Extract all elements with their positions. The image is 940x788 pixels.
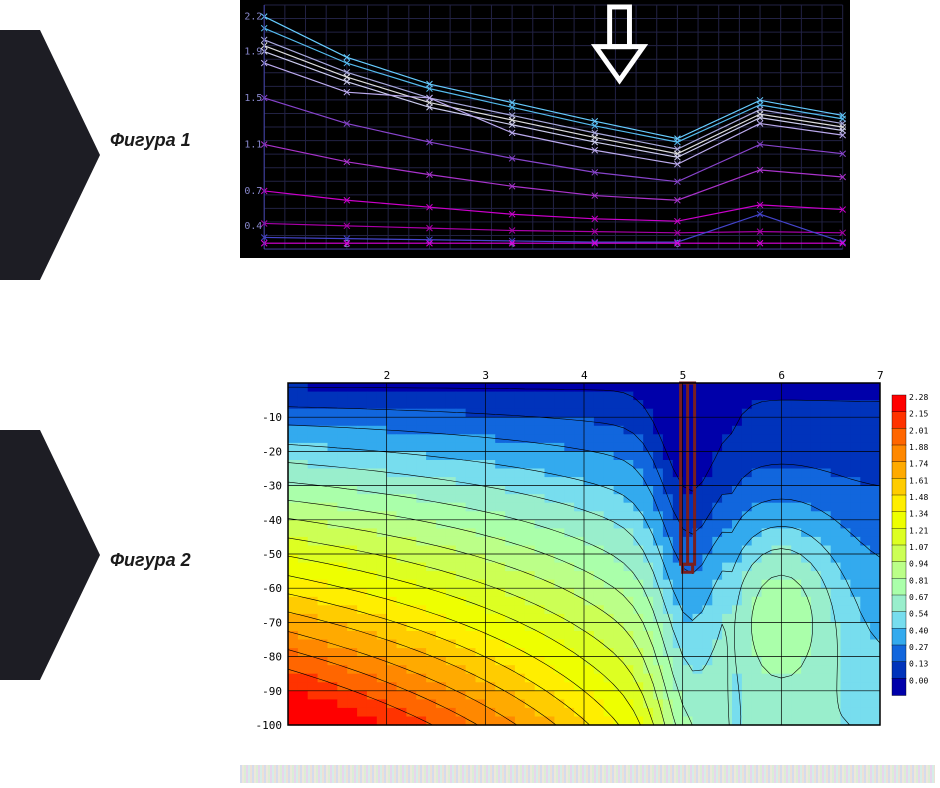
svg-text:0.94: 0.94 <box>909 560 928 569</box>
svg-text:2.2: 2.2 <box>244 12 262 23</box>
svg-text:0.81: 0.81 <box>909 576 928 585</box>
svg-text:0.54: 0.54 <box>909 610 928 619</box>
svg-text:2.28: 2.28 <box>909 393 928 402</box>
svg-text:0.67: 0.67 <box>909 593 928 602</box>
figure-2-label: Фигура 2 <box>110 550 191 571</box>
svg-text:0.27: 0.27 <box>909 643 928 652</box>
svg-text:3: 3 <box>482 369 489 382</box>
pointer-shape-2 <box>0 430 100 680</box>
figure-1-chart: 0.40.71.11.51.92.2246 <box>240 0 850 258</box>
svg-text:1.07: 1.07 <box>909 543 928 552</box>
svg-text:2: 2 <box>384 369 391 382</box>
svg-text:1.74: 1.74 <box>909 460 928 469</box>
svg-text:-70: -70 <box>262 616 282 629</box>
svg-text:-30: -30 <box>262 480 282 493</box>
noise-strip <box>240 765 935 783</box>
svg-text:1.48: 1.48 <box>909 493 928 502</box>
svg-text:1.34: 1.34 <box>909 510 928 519</box>
svg-text:-20: -20 <box>262 445 282 458</box>
svg-text:2.15: 2.15 <box>909 410 928 419</box>
figure-2-chart: 2 3 4 5 6 7 -10 -20 -30 -40 -50 -60 -70 -80 -90 -100 2.2… <box>240 365 934 735</box>
svg-text:-40: -40 <box>262 514 282 527</box>
svg-text:-90: -90 <box>262 685 282 698</box>
svg-text:1.1: 1.1 <box>244 139 262 150</box>
svg-text:0.40: 0.40 <box>909 626 928 635</box>
svg-text:6: 6 <box>778 369 785 382</box>
svg-text:-60: -60 <box>262 582 282 595</box>
svg-text:4: 4 <box>581 369 588 382</box>
pointer-shape-1 <box>0 30 100 280</box>
svg-text:5: 5 <box>680 369 687 382</box>
svg-text:7: 7 <box>877 369 884 382</box>
svg-text:-50: -50 <box>262 548 282 561</box>
svg-text:0.00: 0.00 <box>909 676 928 685</box>
svg-text:1.88: 1.88 <box>909 443 928 452</box>
svg-text:1.61: 1.61 <box>909 476 928 485</box>
svg-text:1.9: 1.9 <box>244 46 262 57</box>
figure-1-label: Фигура 1 <box>110 130 191 151</box>
svg-text:0.7: 0.7 <box>244 186 262 197</box>
svg-text:-80: -80 <box>262 651 282 664</box>
svg-text:-10: -10 <box>262 411 282 424</box>
svg-text:1.5: 1.5 <box>244 93 262 104</box>
svg-text:-100: -100 <box>256 719 283 732</box>
svg-text:0.13: 0.13 <box>909 660 928 669</box>
svg-text:0.4: 0.4 <box>244 221 262 232</box>
svg-text:1.21: 1.21 <box>909 526 928 535</box>
svg-text:2.01: 2.01 <box>909 426 928 435</box>
